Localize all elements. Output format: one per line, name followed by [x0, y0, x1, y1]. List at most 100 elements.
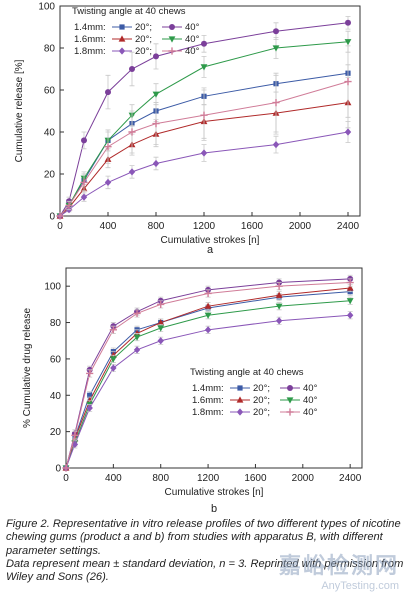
data-point — [128, 128, 136, 136]
legend-swatch-marker — [169, 24, 175, 30]
data-point — [133, 334, 141, 341]
legend-entry-label: 20°; — [135, 34, 152, 45]
data-point — [272, 45, 280, 52]
legend-row-label-1: 1.6mm: — [74, 34, 106, 45]
legend-row-label-1: 1.6mm: — [192, 395, 224, 406]
chart-a: 0 400 800 1200 1600 2000 2400 0 20 40 60 80 100 Cumul… — [14, 2, 361, 256]
data-point — [346, 278, 354, 287]
y-tick-label-0: 0 — [55, 464, 61, 475]
data-point — [129, 66, 135, 72]
plot-frame — [59, 5, 361, 217]
series-1 — [57, 64, 351, 219]
legend-row-label-0: 1.4mm: — [74, 22, 106, 33]
legend: Twisting angle at 40 chews 1.4mm: 20°; 40° 1… — [72, 6, 200, 57]
x-tick-label-3: 1200 — [193, 221, 216, 232]
x-tick-label-2: 800 — [152, 473, 169, 484]
data-point — [71, 440, 79, 448]
legend-row-label-2: 1.8mm: — [74, 46, 106, 57]
data-point — [80, 178, 88, 186]
data-point — [275, 303, 283, 310]
data-point — [346, 284, 354, 291]
y-tick-label-0: 0 — [49, 212, 55, 223]
x-axis-label: Cumulative strokes [n] — [161, 235, 260, 246]
data-point — [157, 325, 165, 332]
data-point — [133, 346, 141, 354]
series-4 — [62, 296, 354, 472]
legend-swatch-marker — [118, 35, 126, 42]
x-tick-label-5: 2000 — [292, 473, 315, 484]
x-tick-label-3: 1200 — [197, 473, 220, 484]
data-point — [346, 311, 354, 319]
data-point — [200, 111, 208, 119]
legend-swatch-marker — [119, 24, 125, 30]
legend-title: Twisting angle at 40 chews — [190, 367, 304, 378]
x-tick-label-0: 0 — [57, 221, 63, 232]
x-tick-label-1: 400 — [100, 221, 117, 232]
x-tick-label-4: 1600 — [244, 473, 267, 484]
legend-entry-label: 40° — [185, 22, 200, 33]
y-tick-label-1: 20 — [50, 427, 62, 438]
data-point — [104, 143, 112, 151]
legend: Twisting angle at 40 chews 1.4mm: 20°; 40° 1… — [190, 367, 318, 418]
data-point — [105, 89, 111, 96]
legend-entry-label: 40° — [303, 383, 318, 394]
data-point — [71, 431, 79, 439]
y-tick-label-4: 80 — [50, 318, 62, 329]
data-point — [110, 364, 117, 372]
data-point — [152, 91, 160, 98]
y-tick-label-1: 20 — [44, 170, 56, 181]
y-tick-label-2: 40 — [50, 391, 62, 402]
legend-entry-label: 20°; — [253, 395, 270, 406]
panel-label: a — [207, 244, 214, 256]
legend-entry-label: 40° — [303, 407, 318, 418]
data-point — [201, 40, 207, 47]
x-tick-label-4: 1600 — [241, 221, 264, 232]
legend-entry-label: 40° — [303, 395, 318, 406]
data-point — [87, 392, 93, 398]
data-point — [275, 291, 283, 298]
legend-title: Twisting angle at 40 chews — [72, 6, 186, 17]
y-tick-label-3: 60 — [50, 354, 62, 365]
legend-entry-label: 20°; — [253, 407, 270, 418]
data-point — [56, 212, 64, 220]
legend-row-label-2: 1.8mm: — [192, 407, 224, 418]
data-point — [272, 99, 280, 107]
legend-row-label-0: 1.4mm: — [192, 383, 224, 394]
series-6 — [56, 45, 352, 220]
data-point — [152, 120, 160, 128]
data-point — [200, 149, 208, 157]
data-point — [204, 302, 212, 309]
y-tick-label-4: 80 — [44, 44, 56, 55]
data-point — [346, 298, 354, 305]
x-tick-label-6: 2400 — [339, 473, 362, 484]
data-point — [273, 28, 279, 35]
data-point — [157, 337, 164, 345]
data-point — [344, 39, 352, 46]
legend-entry-label: 40° — [185, 34, 200, 45]
chart-b: 0 400 800 1200 1600 2000 2400 0 20 40 60 80 100 Cumul… — [22, 267, 363, 515]
data-point — [275, 282, 283, 290]
data-point — [133, 309, 141, 318]
data-point — [157, 318, 165, 326]
data-point — [204, 289, 212, 298]
data-point — [157, 300, 165, 308]
data-point — [204, 312, 212, 319]
legend-swatch-marker — [118, 47, 126, 55]
plot-frame — [65, 267, 363, 469]
data-point — [152, 159, 160, 168]
data-point — [344, 78, 352, 86]
y-tick-label-5: 100 — [38, 2, 55, 13]
legend-swatch-marker — [168, 47, 176, 55]
legend-entry-label: 40° — [185, 46, 200, 57]
panel-label: b — [211, 503, 217, 515]
legend-entry-label: 20°; — [135, 46, 152, 57]
data-point — [204, 326, 212, 334]
x-tick-label-6: 2400 — [337, 221, 360, 232]
series-6 — [62, 278, 354, 472]
legend-entry-label: 20°; — [253, 383, 270, 394]
legend-swatch-marker — [287, 385, 293, 391]
x-axis-label: Cumulative strokes [n] — [165, 487, 264, 498]
data-point — [86, 404, 93, 412]
y-tick-label-5: 100 — [44, 282, 61, 293]
legend-swatch-marker — [236, 408, 244, 416]
